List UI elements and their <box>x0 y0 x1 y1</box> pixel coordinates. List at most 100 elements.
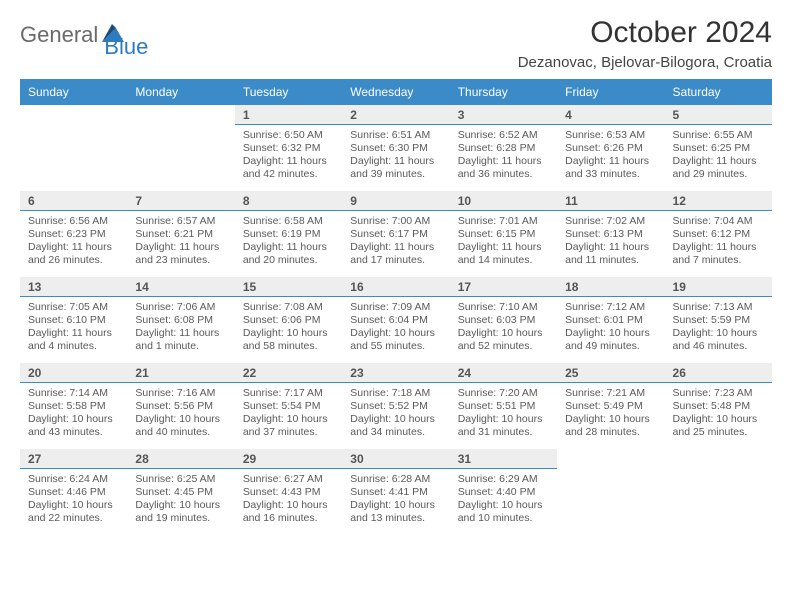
daylight-text: Daylight: 10 hours and 49 minutes. <box>565 327 656 353</box>
day-number: 21 <box>127 363 234 383</box>
dow-cell: Wednesday <box>342 79 449 105</box>
day-number: 20 <box>20 363 127 383</box>
daylight-text: Daylight: 11 hours and 23 minutes. <box>135 241 226 267</box>
sunset-text: Sunset: 6:13 PM <box>565 228 656 241</box>
daylight-text: Daylight: 10 hours and 10 minutes. <box>458 499 549 525</box>
day-number: 22 <box>235 363 342 383</box>
sunrise-text: Sunrise: 6:51 AM <box>350 129 441 142</box>
week-row: 6Sunrise: 6:56 AMSunset: 6:23 PMDaylight… <box>20 191 772 277</box>
sunrise-text: Sunrise: 7:08 AM <box>243 301 334 314</box>
day-content: Sunrise: 6:56 AMSunset: 6:23 PMDaylight:… <box>20 213 127 274</box>
day-cell: 6Sunrise: 6:56 AMSunset: 6:23 PMDaylight… <box>20 191 127 277</box>
daylight-text: Daylight: 10 hours and 58 minutes. <box>243 327 334 353</box>
calendar-grid: SundayMondayTuesdayWednesdayThursdayFrid… <box>20 79 772 535</box>
sunset-text: Sunset: 4:43 PM <box>243 486 334 499</box>
day-content: Sunrise: 7:23 AMSunset: 5:48 PMDaylight:… <box>665 385 772 446</box>
day-content: Sunrise: 7:04 AMSunset: 6:12 PMDaylight:… <box>665 213 772 274</box>
week-row: 20Sunrise: 7:14 AMSunset: 5:58 PMDayligh… <box>20 363 772 449</box>
day-content: Sunrise: 6:24 AMSunset: 4:46 PMDaylight:… <box>20 471 127 532</box>
day-cell: 23Sunrise: 7:18 AMSunset: 5:52 PMDayligh… <box>342 363 449 449</box>
day-cell: 10Sunrise: 7:01 AMSunset: 6:15 PMDayligh… <box>450 191 557 277</box>
day-content: Sunrise: 6:52 AMSunset: 6:28 PMDaylight:… <box>450 127 557 188</box>
sunrise-text: Sunrise: 7:23 AM <box>673 387 764 400</box>
daylight-text: Daylight: 10 hours and 37 minutes. <box>243 413 334 439</box>
day-cell: 22Sunrise: 7:17 AMSunset: 5:54 PMDayligh… <box>235 363 342 449</box>
day-content: Sunrise: 7:02 AMSunset: 6:13 PMDaylight:… <box>557 213 664 274</box>
page-title: October 2024 <box>518 16 772 50</box>
day-number: 3 <box>450 105 557 125</box>
sunrise-text: Sunrise: 7:17 AM <box>243 387 334 400</box>
day-number: 23 <box>342 363 449 383</box>
daylight-text: Daylight: 10 hours and 43 minutes. <box>28 413 119 439</box>
day-cell: 31Sunrise: 6:29 AMSunset: 4:40 PMDayligh… <box>450 449 557 535</box>
sunset-text: Sunset: 6:28 PM <box>458 142 549 155</box>
day-cell: 7Sunrise: 6:57 AMSunset: 6:21 PMDaylight… <box>127 191 234 277</box>
day-cell: 11Sunrise: 7:02 AMSunset: 6:13 PMDayligh… <box>557 191 664 277</box>
sunrise-text: Sunrise: 7:10 AM <box>458 301 549 314</box>
week-row: 1Sunrise: 6:50 AMSunset: 6:32 PMDaylight… <box>20 105 772 191</box>
day-cell: 28Sunrise: 6:25 AMSunset: 4:45 PMDayligh… <box>127 449 234 535</box>
calendar-page: General Blue October 2024 Dezanovac, Bje… <box>0 0 792 551</box>
day-content: Sunrise: 7:10 AMSunset: 6:03 PMDaylight:… <box>450 299 557 360</box>
sunset-text: Sunset: 6:10 PM <box>28 314 119 327</box>
daylight-text: Daylight: 11 hours and 29 minutes. <box>673 155 764 181</box>
day-cell <box>665 449 772 535</box>
sunrise-text: Sunrise: 7:20 AM <box>458 387 549 400</box>
day-content: Sunrise: 6:58 AMSunset: 6:19 PMDaylight:… <box>235 213 342 274</box>
day-content: Sunrise: 6:53 AMSunset: 6:26 PMDaylight:… <box>557 127 664 188</box>
daylight-text: Daylight: 10 hours and 52 minutes. <box>458 327 549 353</box>
sunset-text: Sunset: 6:19 PM <box>243 228 334 241</box>
sunrise-text: Sunrise: 7:21 AM <box>565 387 656 400</box>
sunrise-text: Sunrise: 7:13 AM <box>673 301 764 314</box>
day-number: 10 <box>450 191 557 211</box>
day-content: Sunrise: 7:21 AMSunset: 5:49 PMDaylight:… <box>557 385 664 446</box>
day-cell: 15Sunrise: 7:08 AMSunset: 6:06 PMDayligh… <box>235 277 342 363</box>
day-cell: 18Sunrise: 7:12 AMSunset: 6:01 PMDayligh… <box>557 277 664 363</box>
day-cell: 12Sunrise: 7:04 AMSunset: 6:12 PMDayligh… <box>665 191 772 277</box>
day-content: Sunrise: 6:29 AMSunset: 4:40 PMDaylight:… <box>450 471 557 532</box>
day-number: 19 <box>665 277 772 297</box>
sunrise-text: Sunrise: 7:05 AM <box>28 301 119 314</box>
weeks-container: 1Sunrise: 6:50 AMSunset: 6:32 PMDaylight… <box>20 105 772 535</box>
sunset-text: Sunset: 5:51 PM <box>458 400 549 413</box>
sunset-text: Sunset: 6:26 PM <box>565 142 656 155</box>
day-content: Sunrise: 7:01 AMSunset: 6:15 PMDaylight:… <box>450 213 557 274</box>
day-number: 7 <box>127 191 234 211</box>
daylight-text: Daylight: 11 hours and 11 minutes. <box>565 241 656 267</box>
day-number: 9 <box>342 191 449 211</box>
dow-cell: Tuesday <box>235 79 342 105</box>
day-number: 4 <box>557 105 664 125</box>
day-content: Sunrise: 7:16 AMSunset: 5:56 PMDaylight:… <box>127 385 234 446</box>
day-content: Sunrise: 7:08 AMSunset: 6:06 PMDaylight:… <box>235 299 342 360</box>
sunset-text: Sunset: 6:15 PM <box>458 228 549 241</box>
day-number: 11 <box>557 191 664 211</box>
day-content: Sunrise: 6:27 AMSunset: 4:43 PMDaylight:… <box>235 471 342 532</box>
day-number: 16 <box>342 277 449 297</box>
sunset-text: Sunset: 6:06 PM <box>243 314 334 327</box>
sunset-text: Sunset: 6:17 PM <box>350 228 441 241</box>
daylight-text: Daylight: 11 hours and 17 minutes. <box>350 241 441 267</box>
sunset-text: Sunset: 6:04 PM <box>350 314 441 327</box>
day-number: 8 <box>235 191 342 211</box>
daylight-text: Daylight: 10 hours and 34 minutes. <box>350 413 441 439</box>
sunset-text: Sunset: 6:08 PM <box>135 314 226 327</box>
day-content: Sunrise: 7:06 AMSunset: 6:08 PMDaylight:… <box>127 299 234 360</box>
daylight-text: Daylight: 10 hours and 46 minutes. <box>673 327 764 353</box>
sunset-text: Sunset: 5:59 PM <box>673 314 764 327</box>
day-content: Sunrise: 7:00 AMSunset: 6:17 PMDaylight:… <box>342 213 449 274</box>
daylight-text: Daylight: 10 hours and 19 minutes. <box>135 499 226 525</box>
day-cell: 5Sunrise: 6:55 AMSunset: 6:25 PMDaylight… <box>665 105 772 191</box>
sunset-text: Sunset: 6:25 PM <box>673 142 764 155</box>
day-content: Sunrise: 6:57 AMSunset: 6:21 PMDaylight:… <box>127 213 234 274</box>
sunrise-text: Sunrise: 7:06 AM <box>135 301 226 314</box>
sunset-text: Sunset: 6:23 PM <box>28 228 119 241</box>
day-number: 29 <box>235 449 342 469</box>
daylight-text: Daylight: 10 hours and 25 minutes. <box>673 413 764 439</box>
day-content: Sunrise: 7:12 AMSunset: 6:01 PMDaylight:… <box>557 299 664 360</box>
daylight-text: Daylight: 11 hours and 4 minutes. <box>28 327 119 353</box>
sunset-text: Sunset: 5:48 PM <box>673 400 764 413</box>
sunrise-text: Sunrise: 7:09 AM <box>350 301 441 314</box>
day-cell: 1Sunrise: 6:50 AMSunset: 6:32 PMDaylight… <box>235 105 342 191</box>
brand-part2: Blue <box>104 34 148 60</box>
daylight-text: Daylight: 11 hours and 1 minute. <box>135 327 226 353</box>
